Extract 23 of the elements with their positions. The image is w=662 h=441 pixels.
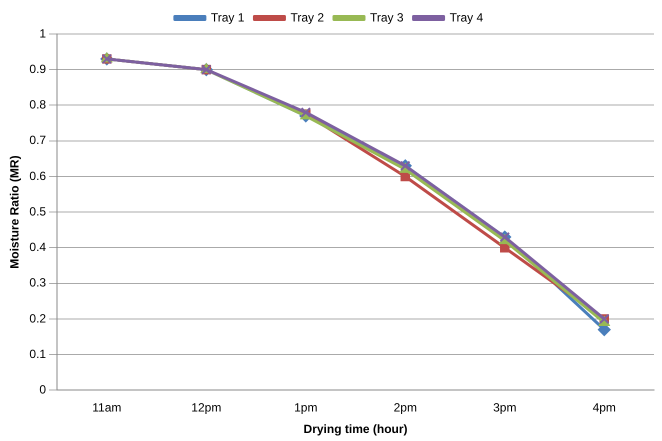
x-tick-label: 2pm	[394, 400, 417, 415]
legend-label: Tray 2	[290, 10, 324, 24]
x-axis-title: Drying time (hour)	[304, 422, 408, 436]
y-tick-label: 0	[39, 382, 46, 397]
y-axis-title: Moisture Ratio (MR)	[8, 155, 22, 269]
y-tick-label: 0.7	[29, 133, 46, 148]
x-tick-label: 1pm	[294, 400, 318, 415]
legend-label: Tray 3	[370, 10, 404, 24]
y-tick-label: 0.8	[29, 98, 46, 112]
y-tick-label: 0.1	[29, 346, 46, 361]
y-tick-label: 0.4	[29, 240, 46, 254]
x-tick-label: 4pm	[592, 400, 616, 415]
y-tick-label: 0.3	[29, 276, 46, 290]
y-tick-label: 0.6	[29, 168, 46, 183]
x-tick-label: 12pm	[191, 400, 222, 415]
y-tick-label: 0.5	[29, 204, 46, 218]
x-tick-label: 11am	[92, 400, 122, 415]
legend-label: Tray 1	[210, 10, 245, 24]
legend-label: Tray 4	[450, 10, 484, 24]
y-tick-label: 0.2	[29, 311, 46, 326]
y-tick-label: 1	[39, 26, 46, 40]
y-tick-label: 0.9	[29, 62, 46, 76]
x-tick-label: 3pm	[493, 400, 516, 415]
